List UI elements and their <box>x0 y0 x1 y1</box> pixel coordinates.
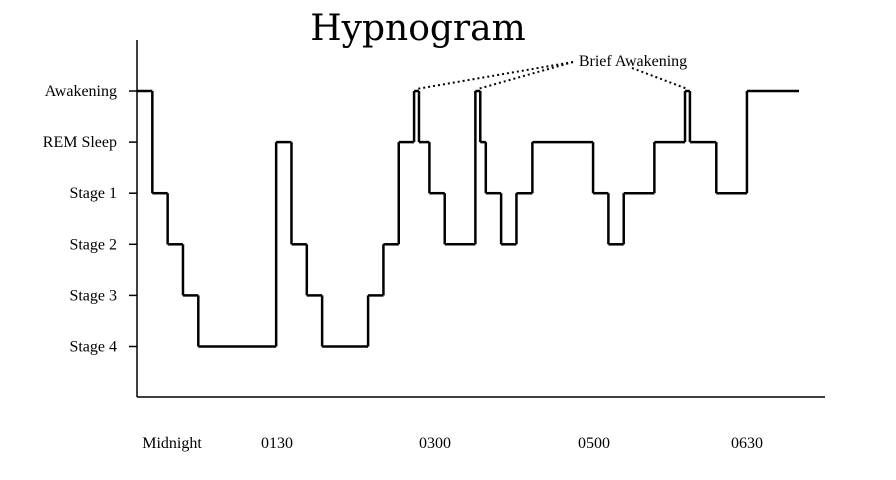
x-label-midnight: Midnight <box>142 435 202 452</box>
y-label-stage-1: Stage 1 <box>69 185 117 202</box>
brief-awakening-pointer <box>477 61 574 90</box>
x-label-0630: 0630 <box>731 435 763 452</box>
x-label-0130: 0130 <box>261 435 293 452</box>
x-ticks: Midnight 0130 0300 0500 0630 <box>142 435 763 452</box>
y-label-awakening: Awakening <box>45 83 117 100</box>
y-label-stage-4: Stage 4 <box>69 339 117 356</box>
x-label-0500: 0500 <box>578 435 610 452</box>
brief-awakening-annotation: Brief Awakening <box>416 53 688 90</box>
x-label-0300: 0300 <box>419 435 451 452</box>
y-label-rem-sleep: REM Sleep <box>43 134 117 151</box>
chart-title: Hypnogram <box>310 8 526 49</box>
brief-awakening-pointer <box>416 61 574 90</box>
y-ticks: Awakening REM Sleep Stage 1 Stage 2 Stage 3 S… <box>43 83 137 356</box>
y-label-stage-3: Stage 3 <box>69 287 117 304</box>
brief-awakening-label: Brief Awakening <box>579 53 687 70</box>
brief-awakening-pointer <box>631 67 688 90</box>
y-label-stage-2: Stage 2 <box>69 236 117 253</box>
hypnogram-series <box>137 89 800 348</box>
